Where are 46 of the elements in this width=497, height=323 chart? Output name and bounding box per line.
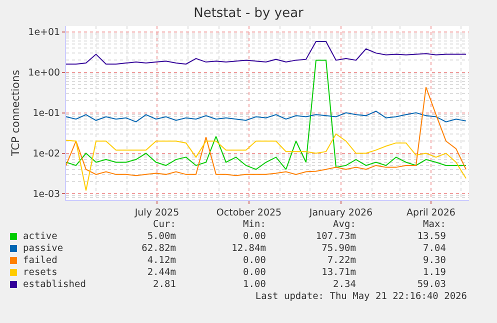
text: Cur: [152,219,176,231]
x-tick-label: January 2026 [308,207,373,218]
y-axis-title: TCP connections [10,70,22,158]
legend-label: resets [23,267,58,278]
text: 2.81 [152,279,176,291]
legend-label: established [23,279,86,290]
y-tick-label: 1e-03 [32,189,60,200]
text: Max: [422,219,446,231]
chart-title: Netstat - by year [194,6,304,22]
text: 107.73m [314,231,356,243]
y-tick-label: 1e-01 [32,108,60,120]
line-series [66,110,466,122]
legend-label: passive [23,243,64,254]
text: Min: [242,219,266,231]
text: 0.00 [242,231,266,243]
text: 13.71m [320,267,356,279]
text: 1.19 [422,267,446,279]
text: 59.03 [416,279,446,291]
text: 0.00 [242,255,266,267]
text: 4.12m [146,255,176,267]
legend-label: failed [23,255,58,266]
text: 5.00m [146,231,176,243]
text: Last update: Thu May 21 22:16:40 2026 [255,291,467,302]
x-tick-label: October 2025 [216,207,282,218]
legend-label: active [23,231,58,242]
y-tick-label: 1e-02 [32,148,60,160]
line-series [66,86,466,176]
text: 2.34 [332,279,356,291]
line-series [66,60,466,170]
line-series [66,133,466,192]
y-tick-label: 1e+01 [28,27,60,38]
text: Avg: [332,219,356,231]
text: 7.04 [422,243,446,255]
text: 1.00 [242,279,266,291]
x-tick-label: April 2026 [406,207,456,218]
y-tick-label: 1e+00 [28,68,60,79]
text: 0.00 [242,267,266,279]
text: 75.90m [320,243,356,255]
line-series [66,40,466,65]
x-tick-label: July 2025 [134,207,180,218]
text: 2.44m [146,267,176,279]
text: 7.22m [326,255,356,267]
text: 62.82m [140,243,176,255]
text: 12.84m [230,243,266,255]
text: 9.30 [422,255,446,267]
text: 13.59 [416,231,446,243]
